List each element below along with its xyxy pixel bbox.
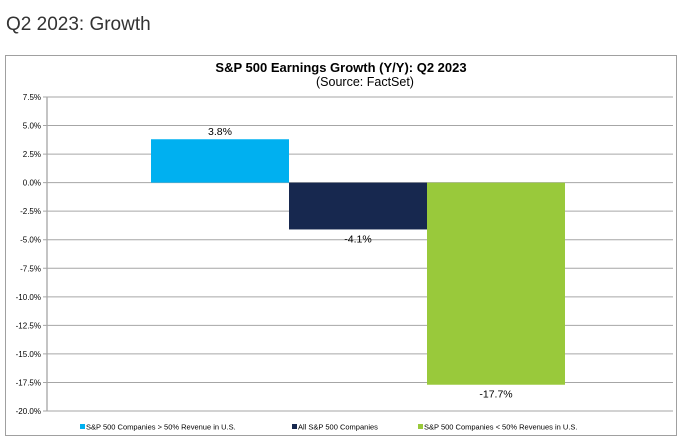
y-tick-label: 5.0% [23,122,41,131]
legend-label: All S&P 500 Companies [298,423,378,432]
legend-label: S&P 500 Companies < 50% Revenues in U.S. [424,423,578,432]
chart-title: S&P 500 Earnings Growth (Y/Y): Q2 2023 [215,60,466,75]
y-tick-label: -17.5% [16,378,41,387]
y-tick-label: -5.0% [20,236,41,245]
page-heading: Q2 2023: Growth [6,14,151,35]
data-label: 3.8% [208,126,232,138]
y-tick-label: -15.0% [16,350,41,359]
legend-label: S&P 500 Companies > 50% Revenue in U.S. [86,423,236,432]
bar [289,182,427,230]
bar [151,139,289,183]
chart-subtitle: (Source: FactSet) [316,75,414,89]
y-tick-label: -7.5% [20,264,41,273]
y-tick-label: -20.0% [16,407,41,416]
y-tick-label: -12.5% [16,321,41,330]
legend-swatch [292,424,297,429]
y-tick-label: 7.5% [23,93,41,102]
y-tick-label: -2.5% [20,207,41,216]
legend-swatch [418,424,423,429]
y-tick-label: -10.0% [16,293,41,302]
data-label: -4.1% [344,233,371,245]
data-label: -17.7% [479,389,512,401]
legend-swatch [80,424,85,429]
y-tick-label: 2.5% [23,150,41,159]
y-tick-label: 0.0% [23,179,41,188]
chart-frame [5,55,677,436]
bar [427,182,565,385]
